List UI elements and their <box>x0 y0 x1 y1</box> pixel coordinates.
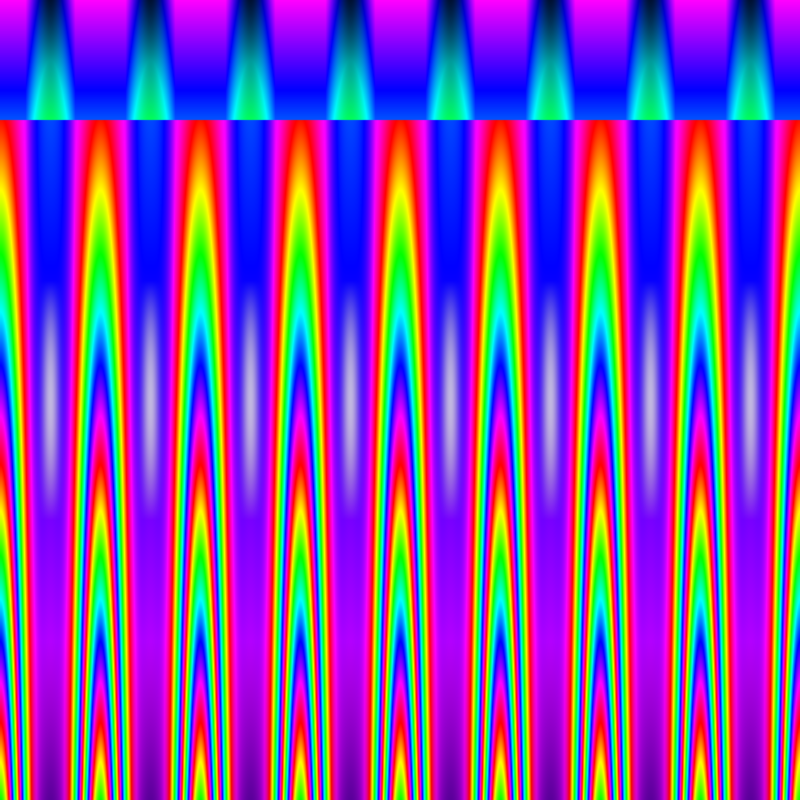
abstract-stripe-pattern <box>0 0 800 800</box>
